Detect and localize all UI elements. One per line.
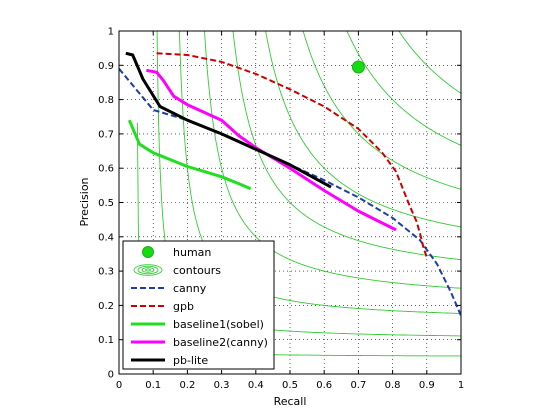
x-tick-label: 0.9: [419, 380, 435, 391]
x-tick-label: 0.2: [179, 380, 195, 391]
legend-label: baseline2(canny): [173, 336, 268, 349]
contour-line: [398, 31, 461, 94]
series-line-pb-lite: [125, 51, 332, 189]
y-tick-label: 0.6: [98, 164, 114, 175]
y-tick-label: 0.3: [98, 267, 114, 278]
legend: human contours canny gpb baseline1(sobel) bas…: [122, 240, 275, 370]
contour-line: [232, 31, 461, 261]
x-tick-label: 1: [458, 380, 464, 391]
series-line-gpb: [156, 52, 428, 258]
human-point: [351, 60, 365, 74]
legend-label: pb-lite: [173, 354, 208, 367]
y-tick-label: 0.2: [98, 301, 114, 312]
x-tick-label: 0.6: [316, 380, 332, 391]
series-line-baseline1-sobel-: [127, 119, 252, 191]
y-tick-label: 0.7: [98, 129, 114, 140]
legend-swatch-contours: [145, 268, 151, 272]
legend-label: gpb: [173, 300, 194, 313]
y-tick-label: 0: [108, 370, 114, 381]
ticks: 0 0.1 0.2 0.3 0.4 0.5 0.6 0.7 0.8 0.9 1 0 0.1 0.2 0.3 0…: [98, 27, 464, 392]
y-tick-label: 0.1: [98, 335, 114, 346]
series-group: [119, 51, 461, 317]
y-tick-label: 1: [108, 27, 114, 38]
x-tick-label: 0.4: [248, 380, 264, 391]
y-tick-label: 0.9: [98, 61, 114, 72]
x-tick-label: 0.3: [214, 380, 230, 391]
x-tick-label: 0.8: [385, 380, 401, 391]
legend-label: human: [173, 246, 211, 259]
y-tick-label: 0.5: [98, 198, 114, 209]
y-axis-label: Precision: [78, 177, 91, 226]
contour-line: [302, 31, 461, 190]
x-tick-label: 0.1: [145, 380, 161, 391]
contour-line: [204, 31, 461, 289]
y-tick-label: 0.8: [98, 95, 114, 106]
x-tick-label: 0.7: [350, 380, 366, 391]
legend-swatch-contours: [141, 267, 155, 273]
x-tick-label: 0.5: [282, 380, 298, 391]
legend-label: contours: [173, 264, 221, 277]
series-line-baseline2-canny-: [146, 68, 397, 232]
legend-swatch-contours: [137, 265, 159, 275]
legend-label: canny: [173, 282, 207, 295]
x-axis-label: Recall: [274, 395, 307, 408]
y-tick-label: 0.4: [98, 232, 114, 243]
legend-swatch-contours: [133, 264, 163, 276]
contour-line: [265, 31, 461, 228]
legend-label: baseline1(sobel): [173, 318, 264, 331]
x-tick-label: 0: [116, 380, 122, 391]
human-group: [351, 60, 365, 74]
legend-swatch-human: [142, 246, 154, 258]
legend-box: [122, 240, 275, 370]
